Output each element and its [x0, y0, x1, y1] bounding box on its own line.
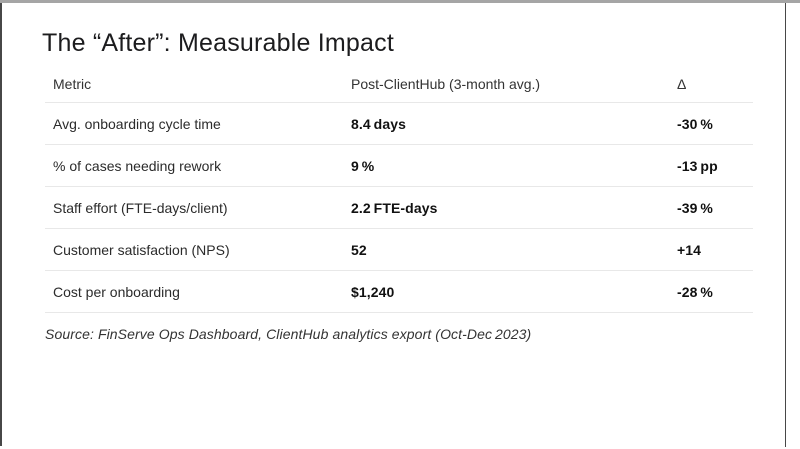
column-header-metric: Metric: [53, 76, 92, 92]
delta-cell: -28 %: [677, 283, 713, 300]
table-row: Staff effort (FTE-days/client) 2.2 FTE-da…: [45, 187, 753, 229]
value-cell: 8.4 days: [351, 115, 406, 132]
metrics-table: Metric Post-ClientHub (3-month avg.) Δ A…: [45, 66, 753, 313]
delta-cell: -13 pp: [677, 157, 718, 174]
delta-cell: -30 %: [677, 115, 713, 132]
delta-cell: +14: [677, 241, 702, 258]
window-left-edge: [0, 2, 2, 446]
metric-cell: % of cases needing rework: [53, 157, 222, 174]
window-right-edge: [784, 2, 786, 447]
source-note: Source: FinServe Ops Dashboard, ClientHu…: [45, 326, 532, 342]
metric-cell: Customer satisfaction (NPS): [53, 241, 230, 258]
table-body: Avg. onboarding cycle time 8.4 days -30 %%…: [45, 103, 753, 313]
table-header-row: Metric Post-ClientHub (3-month avg.) Δ: [45, 66, 753, 103]
value-cell: 2.2 FTE-days: [351, 199, 438, 216]
metric-cell: Cost per onboarding: [53, 283, 180, 300]
table-row: Cost per onboarding $1,240 -28 %: [45, 271, 753, 313]
value-cell: 9 %: [351, 157, 375, 174]
slide-title: The “After”: Measurable Impact: [42, 29, 394, 57]
delta-cell: -39 %: [677, 199, 713, 216]
table-row: % of cases needing rework 9 % -13 pp: [45, 145, 753, 187]
table-row: Avg. onboarding cycle time 8.4 days -30 %: [45, 103, 753, 145]
column-header-delta: Δ: [677, 76, 687, 92]
window-top-edge: [0, 0, 800, 3]
table-row: Customer satisfaction (NPS) 52 +14: [45, 229, 753, 271]
metric-cell: Avg. onboarding cycle time: [53, 115, 221, 132]
value-cell: 52: [351, 241, 367, 258]
metric-cell: Staff effort (FTE-days/client): [53, 199, 228, 216]
value-cell: $1,240: [351, 283, 395, 300]
column-header-post-clienthub: Post-ClientHub (3-month avg.): [351, 76, 541, 92]
